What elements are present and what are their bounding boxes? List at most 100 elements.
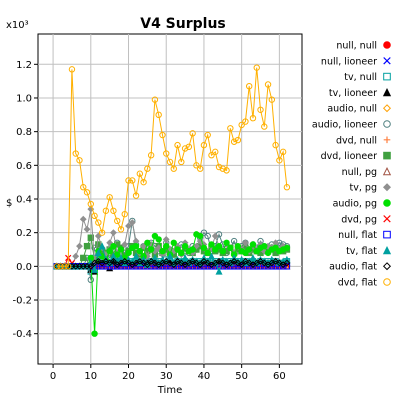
data-point (83, 225, 91, 233)
data-point (215, 242, 223, 250)
data-point (230, 237, 238, 245)
legend-label: audio, pg (333, 199, 377, 210)
data-point (181, 145, 189, 152)
y-axis-label: $ (6, 198, 12, 209)
data-point (114, 251, 121, 258)
series-dvd-flat (53, 64, 291, 270)
y-axis-ticks: -0.4 -0.2 0.0 0.2 0.4 0.6 0.8 1.0 1.2 (12, 60, 38, 340)
data-point (219, 259, 227, 267)
legend-item-audio-flat: audio, flat (329, 262, 392, 273)
legend-marker (383, 230, 391, 239)
data-point (174, 257, 181, 265)
data-point (178, 249, 185, 257)
data-point (200, 229, 208, 236)
data-point (87, 276, 95, 284)
data-point (91, 330, 98, 337)
y-multiplier-label: x10³ (6, 20, 29, 31)
series-line (56, 67, 288, 267)
data-point (98, 229, 106, 236)
y-tick-label: -0.4 (12, 329, 32, 340)
data-point (121, 210, 128, 218)
data-point (272, 141, 279, 149)
series-layer (53, 64, 291, 337)
data-point (151, 96, 159, 103)
data-point (170, 239, 177, 246)
legend-marker (383, 215, 391, 223)
data-point (136, 170, 144, 177)
data-point (257, 106, 264, 113)
data-point (162, 257, 170, 265)
data-point (230, 257, 238, 265)
legend-marker (382, 166, 392, 176)
data-point (238, 263, 245, 270)
data-point (170, 261, 178, 269)
legend-label: tv, pg (350, 183, 377, 194)
data-point (261, 242, 268, 250)
data-point (181, 263, 189, 270)
data-point (283, 244, 291, 252)
data-point (87, 200, 95, 208)
data-point (87, 234, 94, 241)
data-point (83, 242, 91, 250)
data-point (238, 261, 246, 269)
data-point (208, 263, 215, 270)
legend-label: dvd, lioneer (321, 151, 378, 162)
x-tick-label: 30 (160, 371, 173, 382)
data-point (189, 130, 196, 137)
data-point (283, 259, 291, 267)
legend: null, null null, lioneer tv, null tv, lione… (312, 41, 392, 289)
data-point (272, 257, 280, 265)
data-point (128, 219, 136, 226)
data-point (200, 141, 208, 149)
data-point (117, 246, 125, 253)
data-point (125, 177, 132, 184)
data-point (95, 219, 102, 226)
legend-item-tv-pg: tv, pg (350, 183, 392, 194)
data-point (121, 241, 129, 248)
legend-item-null-null: null, null (336, 41, 391, 52)
data-point (227, 125, 234, 132)
data-point (276, 157, 283, 164)
data-point (155, 236, 162, 243)
legend-label: tv, flat (346, 246, 377, 257)
data-point (110, 257, 117, 265)
data-point (219, 247, 227, 255)
data-point (260, 259, 268, 267)
x-tick-label: 20 (122, 371, 135, 382)
y-tick-label: 0.8 (16, 127, 32, 138)
data-point (268, 96, 276, 103)
y-tick-label: -0.2 (12, 296, 32, 307)
data-point (264, 81, 272, 88)
data-point (166, 252, 174, 260)
data-point (227, 244, 234, 252)
data-point (147, 257, 155, 265)
data-point (234, 259, 242, 267)
legend-marker (382, 262, 392, 271)
legend-label: tv, lioneer (329, 88, 377, 99)
legend-item-audio-pg: audio, pg (333, 199, 391, 210)
data-point (106, 194, 113, 201)
legend-label: tv, null (344, 72, 377, 83)
data-point (212, 148, 219, 156)
legend-item-dvd-null: dvd, null (336, 135, 391, 146)
data-point (80, 254, 87, 262)
x-tick-label: 60 (273, 371, 286, 382)
data-point (121, 257, 129, 265)
data-point (178, 158, 185, 166)
legend-label: dvd, null (336, 135, 377, 146)
data-point (253, 64, 260, 71)
y-tick-label: 1.2 (16, 60, 32, 71)
data-point (215, 257, 223, 265)
data-point (163, 150, 170, 157)
data-point (147, 246, 155, 253)
x-axis-ticks: 0 10 20 30 40 50 60 (50, 364, 286, 382)
legend-label: audio, flat (329, 262, 377, 273)
data-point (192, 259, 200, 267)
data-point (106, 247, 113, 255)
data-point (143, 261, 151, 269)
legend-label: null, pg (342, 167, 377, 178)
data-point (249, 254, 257, 262)
y-tick-label: 0.6 (16, 161, 32, 172)
data-point (80, 184, 87, 191)
